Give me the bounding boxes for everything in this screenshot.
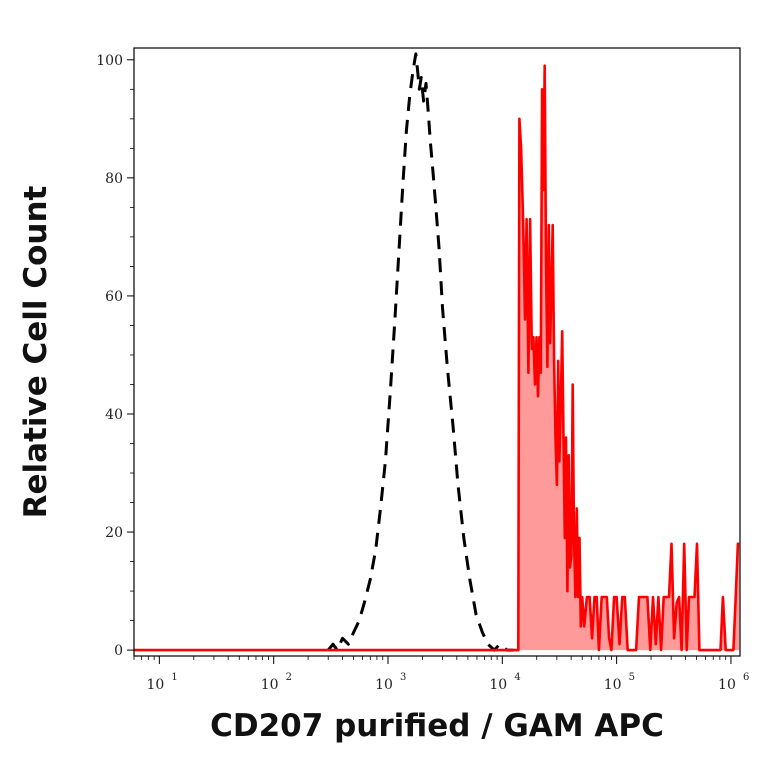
x-tick-label-2: 10 [261,677,279,693]
y-tick-label-0: 0 [114,643,123,659]
x-tick-exponent-3: 3 [400,672,406,683]
plot-frame [133,47,741,657]
x-tick-exponent-1: 1 [171,672,177,683]
series-0-line [327,52,514,652]
x-tick-exponent-4: 4 [514,672,520,683]
x-tick-exponent-6: 6 [743,672,749,683]
series-layer [134,52,740,652]
series-1-fill [518,65,740,651]
y-tick-label-20: 20 [105,525,123,541]
x-tick-label-5: 10 [604,677,622,693]
y-tick-label-60: 60 [105,289,123,305]
x-tick-label-4: 10 [489,677,507,693]
y-axis: 0 20 40 60 80 100 [96,53,134,659]
y-tick-label-100: 100 [96,53,123,69]
y-tick-label-80: 80 [105,171,123,187]
x-tick-exponent-5: 5 [629,672,635,683]
x-axis: 10 1 10 2 10 3 10 4 10 5 10 6 [133,656,749,693]
x-tick-label-3: 10 [375,677,393,693]
x-axis-title: CD207 purified / GAM APC [210,708,664,744]
x-tick-label-1: 10 [146,677,164,693]
y-tick-label-40: 40 [105,407,123,423]
series-1-line [134,64,740,652]
x-tick-exponent-2: 2 [286,672,292,683]
y-axis-title: Relative Cell Count [18,185,54,518]
x-tick-label-6: 10 [718,677,736,693]
